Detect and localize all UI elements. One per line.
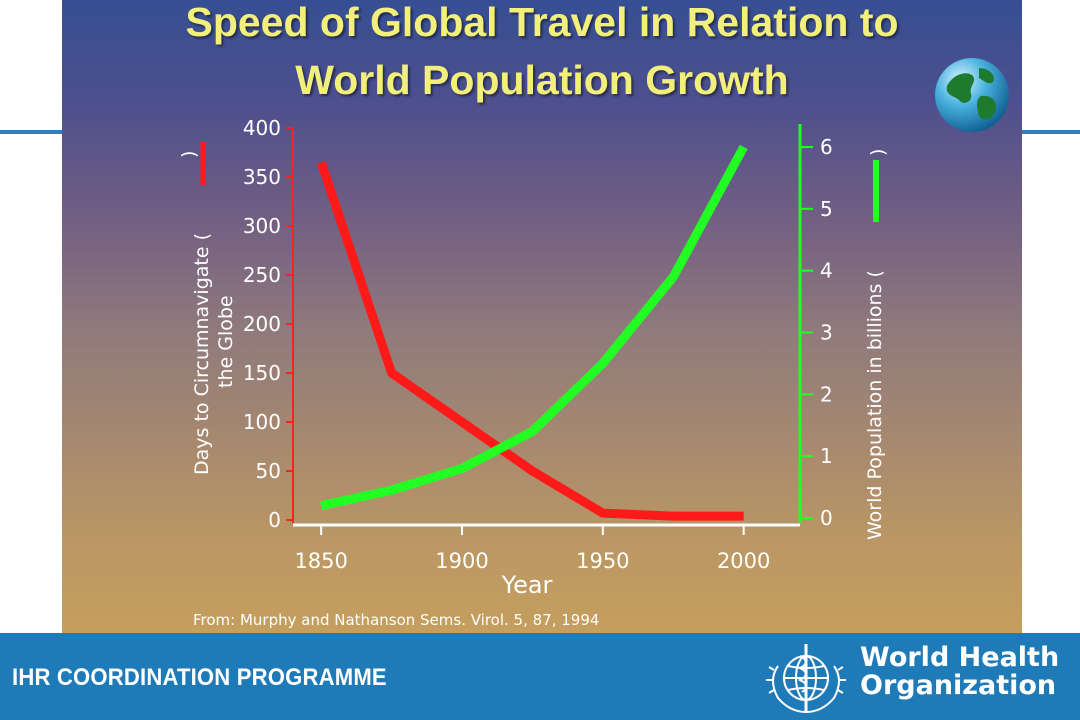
- left-tick-label: 50: [256, 459, 281, 483]
- x-axis-label: Year: [501, 571, 553, 599]
- left-tick-label: 100: [243, 410, 281, 434]
- legend-green-close-paren: ): [867, 149, 889, 156]
- days-series-line: [316, 160, 744, 521]
- left-tick-label: 350: [243, 165, 281, 189]
- left-tick-label: 200: [243, 312, 281, 336]
- left-tick-label: 300: [243, 214, 281, 238]
- left-tick-label: 0: [268, 508, 281, 532]
- left-tick-label: 150: [243, 361, 281, 385]
- right-tick-label: 6: [820, 135, 833, 159]
- x-tick-label: 1900: [435, 549, 488, 573]
- who-emblem-icon: [766, 644, 846, 713]
- source-citation: From: Murphy and Nathanson Sems. Virol. …: [193, 611, 600, 629]
- left-tick-label: 400: [243, 116, 281, 140]
- right-tick-label: 0: [820, 506, 833, 530]
- y-axis-left-label-line2: the Globe: [215, 295, 237, 388]
- y-axis-left-label-line1: Days to Circumnavigate (: [191, 233, 213, 475]
- right-tick-label: 1: [820, 444, 833, 468]
- program-name: IHR COORDINATION PROGRAMME: [12, 664, 387, 691]
- who-name: World Health Organization: [860, 644, 1059, 700]
- slide-panel: Speed of Global Travel in Relation to Wo…: [62, 0, 1022, 633]
- globe-icon: [935, 58, 1009, 132]
- x-tick-label: 2000: [717, 549, 770, 573]
- x-tick-label: 1950: [576, 549, 629, 573]
- right-tick-label: 3: [820, 321, 833, 345]
- right-tick-label: 5: [820, 197, 833, 221]
- slide-title-line2: World Population Growth: [295, 57, 789, 103]
- who-name-line2: Organization: [860, 670, 1057, 701]
- footer-bar: [0, 633, 1080, 720]
- right-tick-label: 4: [820, 259, 833, 283]
- legend-red-close-paren: ): [178, 151, 200, 158]
- left-tick-label: 250: [243, 263, 281, 287]
- x-tick-label: 1850: [294, 549, 347, 573]
- y-axis-right-label: World Population in billions (: [864, 270, 886, 540]
- right-tick-label: 2: [820, 382, 833, 406]
- population-series-line: [320, 144, 748, 510]
- slide-title-line1: Speed of Global Travel in Relation to: [185, 0, 899, 45]
- who-name-line1: World Health: [860, 642, 1060, 673]
